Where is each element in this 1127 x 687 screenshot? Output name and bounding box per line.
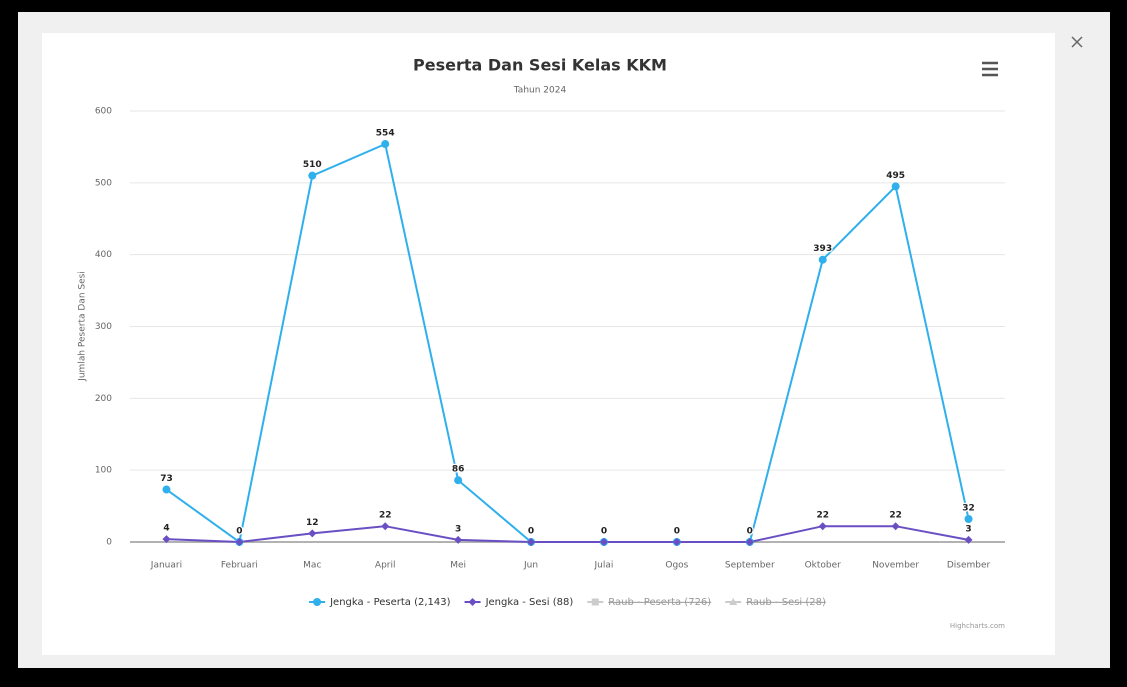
data-label: 22 xyxy=(379,511,392,521)
legend-item[interactable]: Raub - Peserta (726) xyxy=(587,597,711,608)
data-label: 22 xyxy=(889,511,902,521)
data-point xyxy=(235,538,244,546)
legend-symbol xyxy=(591,598,599,606)
x-tick-label: Jun xyxy=(523,561,538,571)
data-point xyxy=(162,485,171,494)
data-point xyxy=(381,522,390,531)
x-tick-label: November xyxy=(872,561,919,571)
x-tick-label: April xyxy=(375,561,396,571)
x-tick-label: Oktober xyxy=(805,561,842,571)
y-tick-label: 300 xyxy=(95,322,112,332)
legend-label: Raub - Peserta (726) xyxy=(608,597,711,608)
x-tick-label: Februari xyxy=(221,561,258,571)
legend-item[interactable]: Jengka - Sesi (88) xyxy=(464,597,574,608)
chart-panel xyxy=(42,33,1055,655)
series-line xyxy=(166,525,969,544)
data-label: 22 xyxy=(816,511,829,521)
data-point xyxy=(891,182,900,191)
data-label: 12 xyxy=(306,518,319,528)
legend-symbol xyxy=(729,598,738,605)
data-point xyxy=(964,535,973,544)
data-point xyxy=(381,140,390,149)
data-point xyxy=(818,255,827,264)
menu-button[interactable] xyxy=(982,61,998,77)
data-point xyxy=(308,171,317,180)
data-point xyxy=(964,515,973,524)
data-label: 495 xyxy=(886,171,905,181)
x-tick-label: Disember xyxy=(947,561,991,571)
y-tick-label: 0 xyxy=(106,538,112,548)
data-point xyxy=(308,529,317,538)
data-label: 510 xyxy=(303,160,322,170)
data-point xyxy=(891,522,900,531)
x-tick-label: Julai xyxy=(594,561,614,571)
y-tick-label: 500 xyxy=(95,178,112,188)
data-label: 0 xyxy=(236,527,242,537)
legend-item[interactable]: Jengka - Peserta (2,143) xyxy=(309,597,451,608)
legend-label: Jengka - Peserta (2,143) xyxy=(329,597,451,608)
credits[interactable]: Highcharts.com xyxy=(950,622,1005,630)
data-point xyxy=(527,538,536,546)
data-label: 3 xyxy=(965,524,971,534)
x-tick-label: Mac xyxy=(303,561,321,571)
chart-title: Peserta Dan Sesi Kelas KKM xyxy=(413,56,667,75)
y-tick-label: 600 xyxy=(95,107,112,117)
y-tick-label: 200 xyxy=(95,394,112,404)
x-tick-label: Januari xyxy=(150,561,182,571)
legend-item[interactable]: Raub - Sesi (28) xyxy=(725,597,826,608)
y-axis-title: Jumlah Peserta Dan Sesi xyxy=(78,271,88,382)
x-tick-label: Mei xyxy=(450,561,466,571)
data-label: 0 xyxy=(747,527,753,537)
legend-label: Raub - Sesi (28) xyxy=(746,597,826,608)
x-tick-label: Ogos xyxy=(665,561,688,571)
data-label: 73 xyxy=(160,474,173,484)
data-point xyxy=(745,538,754,546)
legend-symbol xyxy=(313,598,322,606)
chart-subtitle: Tahun 2024 xyxy=(513,86,567,96)
data-point xyxy=(599,538,608,546)
legend-symbol xyxy=(468,598,477,606)
y-tick-label: 100 xyxy=(95,466,112,476)
data-label: 4 xyxy=(163,524,169,534)
x-tick-label: September xyxy=(725,561,775,571)
data-label: 32 xyxy=(962,504,975,514)
data-point xyxy=(162,535,171,544)
data-point xyxy=(454,476,463,485)
data-label: 86 xyxy=(452,465,465,475)
data-label: 3 xyxy=(455,524,461,534)
data-label: 0 xyxy=(674,527,680,537)
data-label: 0 xyxy=(601,527,607,537)
data-point xyxy=(818,522,827,531)
data-point xyxy=(672,538,681,546)
data-label: 554 xyxy=(376,129,395,139)
data-label: 0 xyxy=(528,527,534,537)
data-point xyxy=(454,535,463,544)
data-label: 393 xyxy=(813,244,832,254)
close-button[interactable] xyxy=(1071,36,1083,48)
y-tick-label: 400 xyxy=(95,250,112,260)
legend-label: Jengka - Sesi (88) xyxy=(485,597,574,608)
